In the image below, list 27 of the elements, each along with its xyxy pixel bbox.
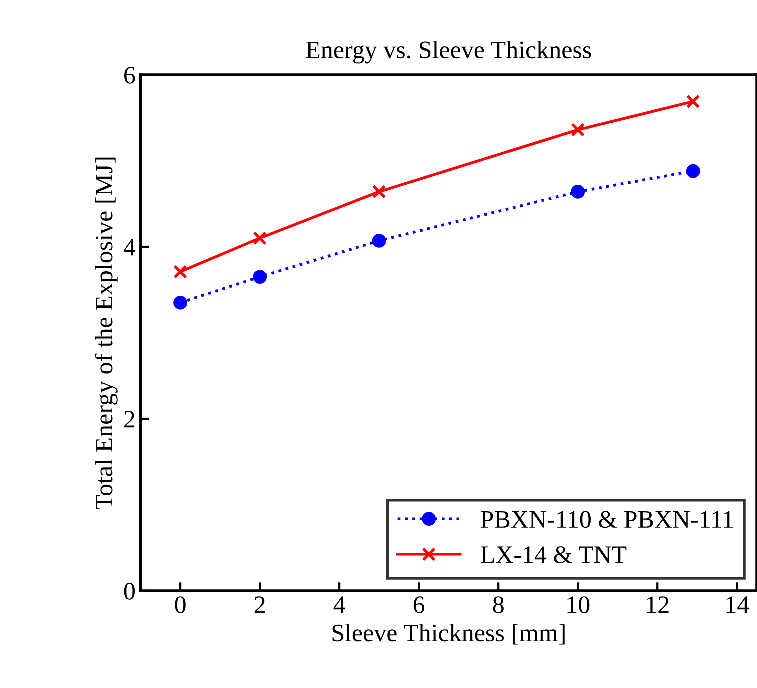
y-tick-label: 4 [124,239,136,256]
x-tick-label: 12 [647,596,669,614]
chart-title: Energy vs. Sleeve Thickness [306,40,592,64]
x-tick-label: 8 [493,596,504,614]
x-tick-label: 2 [254,596,265,614]
y-axis-title: Total Energy of the Explosive [MJ] [94,158,118,510]
point [372,234,386,248]
x-tick-label: 14 [726,596,750,614]
point [174,296,188,310]
x-tick-label: 0 [175,596,186,614]
point [174,264,188,279]
legend-label: PBXN-110 & PBXN-111 [481,511,733,528]
y-tick-label: 2 [124,411,135,428]
legend-label: LX-14 & TNT [481,546,627,564]
x-tick-label: 10 [568,596,590,614]
y-tick-label: 0 [124,583,135,600]
point [686,164,700,178]
point [686,94,700,109]
x-axis-title: Sleeve Thickness [mm] [332,624,565,645]
y-tick-label: 6 [124,67,136,84]
point [372,185,386,199]
point [571,185,586,199]
x-tick-label: 4 [334,596,346,614]
point [253,270,268,284]
point [571,123,586,137]
point [253,231,268,246]
x-tick-label: 6 [414,596,425,614]
